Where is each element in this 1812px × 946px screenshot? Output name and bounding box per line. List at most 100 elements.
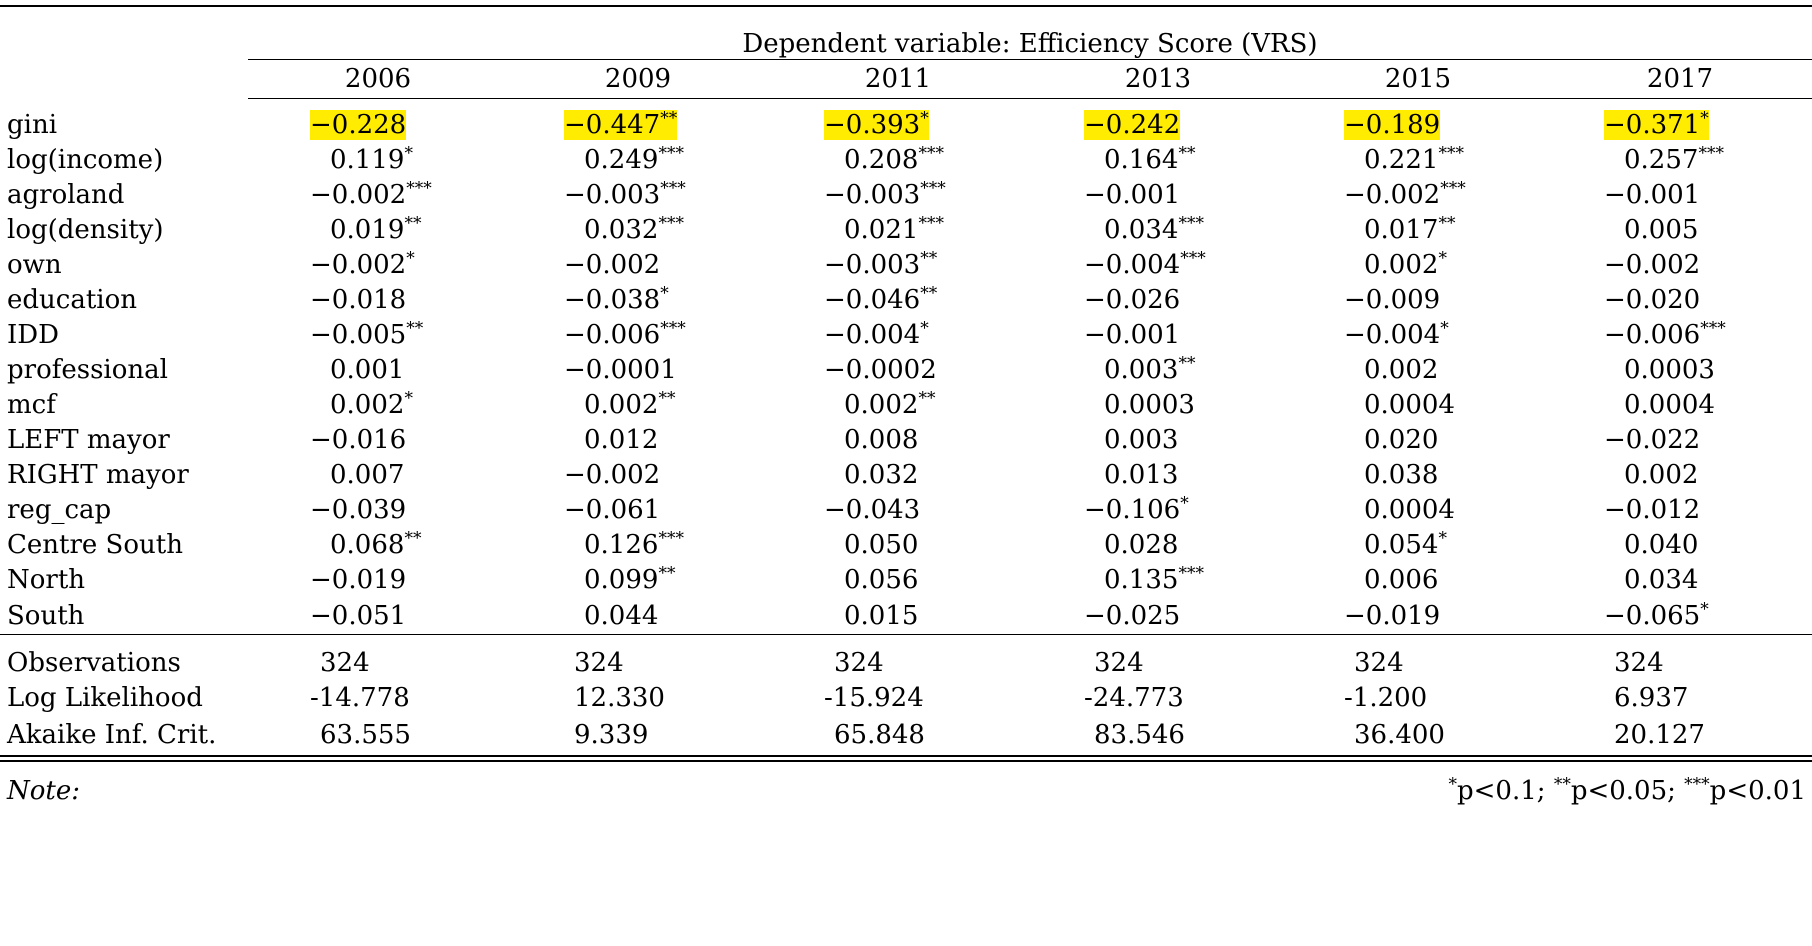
coefficient-value: −0.002 (564, 459, 661, 490)
coefficient-cell: 0.038 (1288, 457, 1548, 492)
coefficient-value: 0.054 (1364, 529, 1439, 560)
coefficient-value: 0.001 (330, 354, 405, 385)
significance-stars: * (660, 282, 669, 303)
coefficient-value: 0.135 (1104, 564, 1179, 595)
coefficient-cell: 0.119* (248, 142, 508, 177)
value: 0.050 (844, 530, 918, 560)
coefficient-value: 0.021 (844, 214, 919, 245)
stat-label: Log Likelihood (7, 682, 203, 713)
significance-stars: *** (660, 317, 686, 338)
coefficient-cell: 0.0004 (1548, 387, 1812, 422)
significance-stars: * (1700, 598, 1709, 619)
stat-value: 324 (1094, 647, 1144, 678)
year-header: 2013 (1028, 59, 1288, 99)
value: −0.039 (310, 495, 406, 525)
coefficient-cell: 0.003** (1028, 352, 1288, 387)
value: −0.046** (824, 284, 937, 314)
coefficient-cell: 0.126*** (508, 527, 768, 562)
coefficient-cell: 0.050 (768, 527, 1028, 562)
stat-value: 20.127 (1614, 720, 1705, 750)
variable-label: professional (7, 354, 168, 385)
coefficient-value: 0.013 (1104, 459, 1179, 490)
stat-value: 324 (320, 647, 370, 678)
value: 0.208*** (844, 144, 944, 174)
year-header: 2017 (1548, 59, 1812, 99)
significance-stars: *** (658, 527, 684, 548)
coefficient-value: 0.038 (1364, 459, 1439, 490)
coefficient-cell: −0.004* (1288, 317, 1548, 352)
significance-stars: ** (658, 387, 676, 408)
highlighted-value: −0.447** (564, 109, 678, 140)
table-row: own −0.002* −0.002 −0.003** −0.004*** 0.002* −… (0, 247, 1812, 282)
value: 0.002 (1624, 460, 1698, 490)
value: −0.016 (310, 425, 406, 455)
coefficient-value: 0.019 (330, 214, 405, 245)
variable-label: log(income) (7, 144, 164, 175)
variable-label: RIGHT mayor (7, 459, 189, 490)
coefficient-cell: 0.002* (1288, 247, 1548, 282)
value: 0.0004 (1364, 495, 1455, 525)
value: 0.0004 (1364, 390, 1455, 420)
significance-stars: *** (920, 177, 946, 198)
coefficient-value: 0.044 (584, 600, 659, 631)
coefficient-value: −0.006 (564, 319, 661, 350)
coefficient-value: 0.007 (330, 459, 405, 490)
coefficient-value: −0.106 (1084, 494, 1181, 525)
coefficient-cell: −0.001 (1028, 177, 1288, 212)
coefficient-value: −0.009 (1344, 284, 1441, 315)
significance-stars: *** (658, 142, 684, 163)
value: 0.126*** (584, 527, 684, 559)
stat-value: 324 (834, 647, 884, 678)
value: 0.005 (1624, 215, 1698, 245)
value: −0.009 (1344, 285, 1440, 315)
dependent-variable-row: Dependent variable: Efficiency Score (VR… (0, 23, 1812, 60)
coefficient-value: 0.028 (1104, 529, 1179, 560)
coefficient-cell: 0.032*** (508, 212, 768, 247)
value: 0.054* (1364, 529, 1447, 560)
coefficient-cell: 0.0004 (1288, 492, 1548, 527)
coefficient-value: 0.257 (1624, 144, 1699, 175)
coefficient-value: 0.012 (584, 424, 659, 455)
significance-stars: ** (404, 212, 422, 233)
year-header: 2009 (508, 59, 768, 99)
value: −0.002 (564, 250, 660, 280)
coefficient-cell: −0.002*** (1288, 177, 1548, 212)
value: 0.002* (1364, 249, 1447, 280)
highlighted-value: −0.189 (1344, 109, 1441, 140)
coefficient-value: 0.164 (1104, 144, 1179, 175)
coefficient-cell: 0.032 (768, 457, 1028, 492)
coefficient-value: −0.004 (1084, 249, 1181, 280)
coefficient-value: 0.003 (1104, 424, 1179, 455)
significance-stars: * (920, 317, 929, 338)
significance-stars: * (404, 387, 413, 408)
value: 0.099** (584, 564, 675, 594)
variable-label: log(density) (7, 214, 164, 245)
stat-value: 9.339 (574, 720, 649, 750)
value: 0.0003 (1624, 355, 1715, 385)
table-row: log(income) 0.119* 0.249*** 0.208*** 0.164**… (0, 142, 1812, 177)
coefficient-cell: −0.046** (768, 282, 1028, 317)
table-row: log(density) 0.019** 0.032*** 0.021*** 0.034… (0, 212, 1812, 247)
coefficient-value: −0.004 (1344, 319, 1441, 350)
value: 0.001 (330, 355, 404, 385)
value: 0.034*** (1104, 214, 1204, 244)
value: 0.257*** (1624, 144, 1724, 175)
significance-stars: ** (1438, 212, 1456, 233)
coefficient-cell: −0.016 (248, 422, 508, 457)
coefficient-value: −0.002 (310, 249, 407, 280)
stat-label: Observations (7, 647, 181, 678)
coefficient-cell: 0.208*** (768, 142, 1028, 177)
coefficient-value: −0.371 (1604, 109, 1701, 140)
value: 0.012 (584, 425, 658, 455)
coefficient-value: 0.002 (1364, 249, 1439, 280)
coefficient-cell: −0.003*** (768, 177, 1028, 212)
coefficient-cell: −0.018 (248, 282, 508, 317)
stat-label: Akaike Inf. Crit. (7, 720, 217, 750)
highlighted-value: −0.228 (310, 109, 407, 140)
stat-value: 12.330 (574, 682, 665, 713)
value: 0.015 (844, 601, 918, 631)
value: 0.056 (844, 565, 918, 595)
coefficient-cell: 0.028 (1028, 527, 1288, 562)
coefficient-cell: −0.043 (768, 492, 1028, 527)
coefficient-value: −0.189 (1344, 109, 1441, 140)
